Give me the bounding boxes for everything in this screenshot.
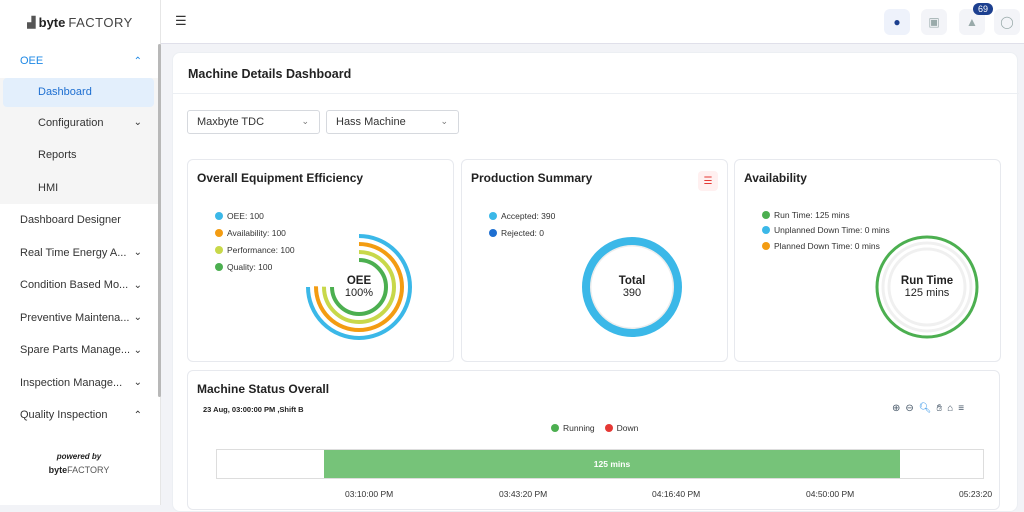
sidebar-item-hmi[interactable]: HMI [38, 181, 59, 194]
chart-toolbar: ⊕ ⊖ 🔍︎ ✋︎ ⌂ ≡ [892, 403, 964, 414]
oee-card-title: Overall Equipment Efficiency [197, 171, 364, 185]
zoom-select-icon[interactable]: 🔍︎ [918, 403, 932, 414]
legend-unplanned[interactable]: Unplanned Down Time: 0 mins [762, 225, 890, 235]
status-legend: Running Down [551, 423, 638, 433]
sidebar-item-reports[interactable]: Reports [38, 149, 77, 162]
user-icon[interactable]: ◯ [994, 9, 1020, 35]
chevron-down-icon: ⌄ [133, 377, 142, 389]
sidebar-item-dashboard-designer[interactable]: Dashboard Designer [20, 214, 121, 227]
sidebar-item-energy[interactable]: Real Time Energy A... ⌄ [20, 246, 142, 259]
time-tick: 03:10:00 PM [345, 489, 394, 499]
status-subtitle: 23 Aug, 03:00:00 PM ,Shift B [203, 405, 304, 414]
powered-by: powered by byteFACTORY [0, 452, 158, 475]
sidebar-scrollbar[interactable] [158, 44, 161, 397]
sidebar: ▟ byte FACTORY OEE ⌃ Dashboard Configurat… [0, 0, 161, 505]
chevron-down-icon: ⌄ [133, 117, 142, 129]
time-tick: 04:16:40 PM [652, 489, 701, 499]
logo-chart-icon: ▟ [27, 16, 36, 29]
status-timeline: 125 mins [216, 449, 984, 479]
time-tick: 05:23:20 [959, 489, 993, 499]
pan-icon[interactable]: ✋︎ [936, 403, 943, 414]
chevron-down-icon: ⌄ [440, 116, 448, 126]
chat-icon[interactable]: ● [884, 9, 910, 35]
home-icon[interactable]: ⌂ [947, 403, 954, 414]
legend-performance[interactable]: Performance: 100 [215, 245, 295, 255]
chevron-up-icon: ⌃ [133, 55, 142, 67]
legend-rejected[interactable]: Rejected: 0 [489, 228, 544, 238]
powered-logo: byteFACTORY [48, 465, 110, 475]
legend-accepted[interactable]: Accepted: 390 [489, 211, 555, 221]
production-center-label: Total 390 [618, 275, 646, 299]
sidebar-item-inspection[interactable]: Inspection Manage... ⌄ [20, 376, 142, 389]
machine-status-card: Machine Status Overall 23 Aug, 03:00:00 … [187, 370, 1000, 510]
notification-badge: 69 [973, 3, 994, 15]
chevron-down-icon: ⌄ [301, 116, 309, 126]
sidebar-item-oee[interactable]: OEE ⌃ [20, 55, 142, 68]
availability-radial-chart [875, 235, 979, 339]
menu-collapse-icon[interactable]: ☰ [175, 13, 187, 28]
legend-down[interactable]: Down [604, 423, 638, 433]
production-radial-chart [582, 237, 682, 337]
oee-card: Overall Equipment Efficiency OEE: 100 Av… [187, 159, 454, 362]
zoom-out-icon[interactable]: ⊖ [905, 403, 914, 414]
oee-radial-chart [306, 234, 412, 340]
time-tick: 04:50:00 PM [806, 489, 855, 499]
sidebar-item-condition[interactable]: Condition Based Mo... ⌄ [20, 279, 142, 292]
production-card-title: Production Summary [471, 171, 593, 185]
sidebar-item-dashboard[interactable]: Dashboard [3, 77, 154, 107]
legend-oee[interactable]: OEE: 100 [215, 211, 264, 221]
page-title: Machine Details Dashboard [188, 67, 352, 81]
list-icon[interactable]: ☰ [698, 171, 718, 191]
legend-availability[interactable]: Availability: 100 [215, 228, 286, 238]
time-tick: 03:43:20 PM [499, 489, 548, 499]
machine-status-title: Machine Status Overall [197, 382, 330, 396]
chevron-down-icon: ⌄ [133, 247, 142, 259]
topbar: ☰ [161, 0, 1024, 44]
availability-card-title: Availability [744, 171, 807, 185]
menu-icon[interactable]: ≡ [958, 403, 965, 414]
sidebar-item-configuration[interactable]: Configuration ⌄ [38, 116, 142, 129]
cart-icon[interactable]: ▣ [921, 9, 947, 35]
availability-card: Availability Run Time: 125 mins Unplanne… [734, 159, 1001, 362]
legend-planned[interactable]: Planned Down Time: 0 mins [762, 241, 880, 251]
zoom-in-icon[interactable]: ⊕ [892, 403, 901, 414]
chevron-down-icon: ⌄ [133, 312, 142, 324]
machine-select[interactable]: Hass Machine ⌄ [326, 110, 459, 134]
sidebar-item-spare-parts[interactable]: Spare Parts Manage... ⌄ [20, 344, 142, 357]
sidebar-item-preventive[interactable]: Preventive Maintena... ⌄ [20, 311, 142, 324]
oee-submenu: Dashboard Configuration ⌄ Reports HMI [0, 77, 160, 204]
chevron-down-icon: ⌄ [133, 279, 142, 291]
legend-quality[interactable]: Quality: 100 [215, 262, 272, 272]
availability-center-label: Run Time 125 mins [900, 275, 954, 299]
plant-select[interactable]: Maxbyte TDC ⌄ [187, 110, 320, 134]
legend-running[interactable]: Running [551, 423, 595, 433]
brand-logo[interactable]: ▟ byte FACTORY [27, 14, 133, 30]
oee-center-label: OEE 100% [344, 275, 374, 299]
chevron-up-icon: ⌃ [133, 409, 142, 421]
running-segment[interactable]: 125 mins [324, 450, 900, 478]
sidebar-item-quality[interactable]: Quality Inspection ⌃ [20, 409, 142, 422]
divider [173, 93, 1019, 94]
legend-run-time[interactable]: Run Time: 125 mins [762, 210, 850, 220]
chevron-down-icon: ⌄ [133, 344, 142, 356]
production-card: Production Summary ☰ Accepted: 390 Rejec… [461, 159, 728, 362]
